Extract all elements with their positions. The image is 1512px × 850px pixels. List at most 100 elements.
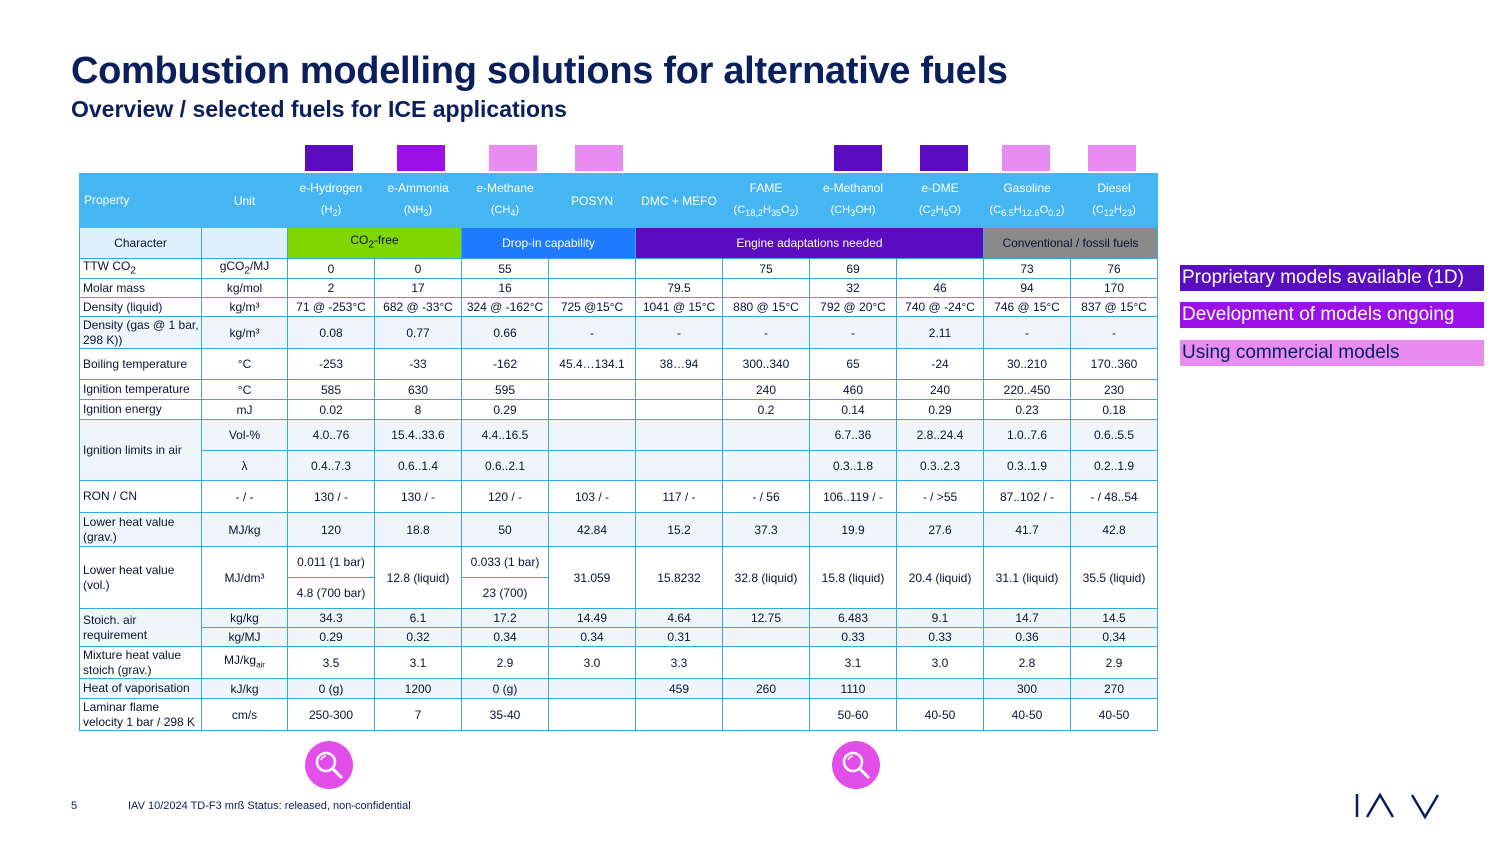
footer-info: IAV 10/2024 TD-F3 mrß Status: released, … bbox=[128, 800, 411, 812]
property-label: Ignition limits in air bbox=[79, 419, 202, 482]
table-cell bbox=[722, 627, 810, 648]
table-cell bbox=[635, 379, 723, 401]
table-cell: 32 bbox=[809, 278, 897, 299]
search-icon[interactable] bbox=[305, 741, 353, 789]
table-cell bbox=[635, 257, 723, 280]
property-label: Lower heat value (vol.) bbox=[79, 546, 202, 610]
property-label: RON / CN bbox=[79, 480, 202, 514]
swatch-gasoline bbox=[1002, 145, 1050, 171]
header-fuel: e-Methanol (CH3OH) bbox=[809, 173, 897, 228]
unit-cell: MJ/kg bbox=[201, 512, 288, 548]
table-cell: 0 bbox=[287, 257, 375, 280]
table-cell: 0.6..2.1 bbox=[461, 450, 549, 482]
table-cell: - / 56 bbox=[722, 480, 810, 514]
table-cell: 46 bbox=[896, 278, 984, 299]
table-cell bbox=[548, 379, 636, 401]
table-cell: 15.8 (liquid) bbox=[809, 546, 897, 610]
table-cell: 6.7..36 bbox=[809, 419, 897, 452]
page-number: 5 bbox=[71, 800, 78, 812]
table-cell: 0.08 bbox=[287, 316, 375, 350]
search-icon[interactable] bbox=[832, 741, 880, 789]
table-cell: 42.8 bbox=[1070, 512, 1158, 548]
table-cell: 31.059 bbox=[548, 546, 636, 610]
table-cell bbox=[548, 419, 636, 452]
table-cell: 0 bbox=[374, 257, 462, 280]
table-cell: 880 @ 15°C bbox=[722, 297, 810, 318]
table-cell: 740 @ -24°C bbox=[896, 297, 984, 318]
table-cell: - bbox=[1070, 316, 1158, 350]
unit-cell: kg/MJ bbox=[201, 627, 288, 648]
table-cell: 0.32 bbox=[374, 627, 462, 648]
table-cell: 65 bbox=[809, 348, 897, 381]
table-cell: 69 bbox=[809, 257, 897, 280]
swatch-diesel bbox=[1088, 145, 1136, 171]
table-cell: 2.11 bbox=[896, 316, 984, 350]
property-label: Ignition energy bbox=[79, 399, 202, 421]
table-cell: 0.29 bbox=[461, 399, 549, 421]
character-drop-in: Drop-in capability bbox=[461, 227, 636, 259]
table-cell: 1041 @ 15°C bbox=[635, 297, 723, 318]
table-cell: 79.5 bbox=[635, 278, 723, 299]
unit-cell: °C bbox=[201, 379, 288, 401]
table-cell: 0.34 bbox=[548, 627, 636, 648]
table-cell: 459 bbox=[635, 678, 723, 700]
table-row: 4.8 (700 bar) 23 (700) bbox=[80, 577, 1158, 610]
table-cell: 17.2 bbox=[461, 608, 549, 629]
property-label: Laminar flame velocity 1 bar / 298 K bbox=[79, 698, 202, 732]
table-cell: 15.4..33.6 bbox=[374, 419, 462, 452]
table-cell: 3.1 bbox=[809, 646, 897, 680]
table-cell: 4.4..16.5 bbox=[461, 419, 549, 452]
table-cell: 3.3 bbox=[635, 646, 723, 680]
header-fuel: e-Ammonia (NH3) bbox=[374, 173, 462, 228]
header-fuel: e-Methane (CH4) bbox=[461, 173, 549, 228]
table-cell: 0.33 bbox=[809, 627, 897, 648]
iav-logo bbox=[1355, 792, 1440, 820]
page-title: Combustion modelling solutions for alter… bbox=[71, 50, 1008, 92]
table-cell: 35-40 bbox=[461, 698, 549, 732]
table-row: TTW CO2 gCO2/MJ 0 0 55 75 69 73 76 bbox=[79, 257, 1158, 280]
table-cell: 106..119 / - bbox=[809, 480, 897, 514]
table-cell: 130 / - bbox=[374, 480, 462, 514]
table-cell: 1.0..7.6 bbox=[983, 419, 1071, 452]
table-cell bbox=[548, 698, 636, 732]
header-fuel: POSYN bbox=[548, 173, 636, 228]
property-label: Boiling temperature bbox=[79, 348, 202, 381]
header-fuel: e-DME (C2H6O) bbox=[896, 173, 984, 228]
header-fuel: Diesel (C12H23) bbox=[1070, 173, 1158, 228]
table-cell: 45.4…134.1 bbox=[548, 348, 636, 381]
table-cell: 55 bbox=[461, 257, 549, 280]
table-cell: 725 @15°C bbox=[548, 297, 636, 318]
table-cell: 0.3..2.3 bbox=[896, 450, 984, 482]
table-cell: 41.7 bbox=[983, 512, 1071, 548]
table-cell: - bbox=[809, 316, 897, 350]
property-label: Ignition temperature bbox=[79, 379, 202, 401]
table-cell: 0.4..7.3 bbox=[287, 450, 375, 482]
table-cell bbox=[722, 278, 810, 299]
table-cell: 0.33 bbox=[896, 627, 984, 648]
table-cell: 14.49 bbox=[548, 608, 636, 629]
table-cell: 20.4 (liquid) bbox=[896, 546, 984, 610]
character-co2-free: CO2-free bbox=[287, 227, 462, 259]
table-cell: 120 / - bbox=[461, 480, 549, 514]
table-cell: 0.31 bbox=[635, 627, 723, 648]
table-row: RON / CN - / -130 / -130 / -120 / -103 / … bbox=[79, 480, 1158, 514]
table-cell: 2.8..24.4 bbox=[896, 419, 984, 452]
table-cell: 0.033 (1 bar) bbox=[461, 546, 549, 579]
table-cell bbox=[635, 450, 723, 482]
table-cell: 170 bbox=[1070, 278, 1158, 299]
table-cell: 0.2..1.9 bbox=[1070, 450, 1158, 482]
table-cell: 0.14 bbox=[809, 399, 897, 421]
table-cell: 38…94 bbox=[635, 348, 723, 381]
table-cell: 240 bbox=[896, 379, 984, 401]
unit-cell: - / - bbox=[201, 480, 288, 514]
table-cell: 94 bbox=[983, 278, 1071, 299]
table-row: Lower heat value (vol.) MJ/dm³ 0.011 (1 ba… bbox=[79, 546, 1158, 610]
table-cell: 0.02 bbox=[287, 399, 375, 421]
header-row: Property Unit e-Hydrogen (H2) e-Ammonia (N… bbox=[79, 173, 1158, 228]
table-cell: 42.84 bbox=[548, 512, 636, 548]
table-cell: 585 bbox=[287, 379, 375, 401]
unit-cell: kg/kg bbox=[201, 608, 288, 629]
table-cell: 12.8 (liquid) bbox=[374, 546, 462, 610]
table-cell: 682 @ -33°C bbox=[374, 297, 462, 318]
table-cell: 0.77 bbox=[374, 316, 462, 350]
